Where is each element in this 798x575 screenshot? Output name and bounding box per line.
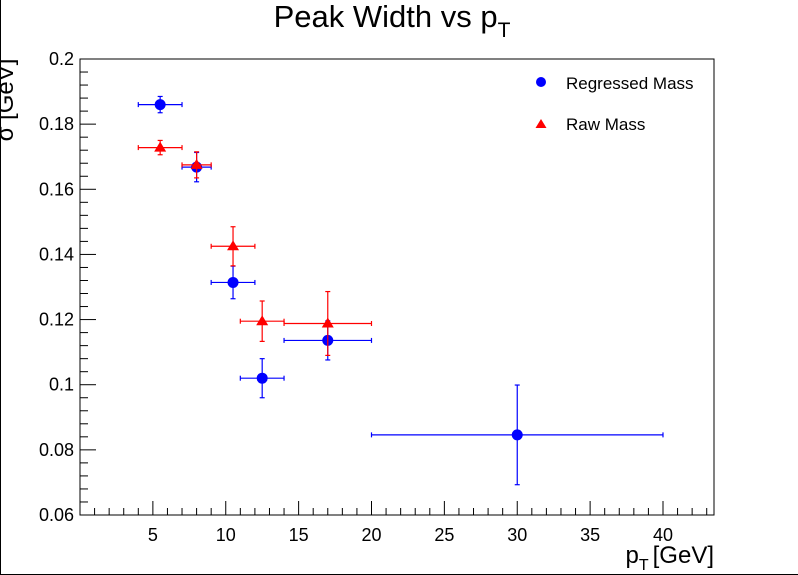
x-tick-label: 30: [507, 525, 527, 545]
x-tick-label: 15: [289, 525, 309, 545]
x-tick-label: 40: [653, 525, 673, 545]
legend: Regressed Mass Raw Mass: [535, 74, 694, 134]
y-axis-ticks: [80, 58, 96, 516]
y-tick-label: 0.1: [49, 375, 74, 395]
data-point-triangle: [227, 240, 240, 251]
x-axis-tick-labels: 5 10 15 20 25 30 35 40: [148, 525, 673, 545]
y-tick-label: 0.06: [39, 505, 74, 525]
x-tick-label: 25: [434, 525, 454, 545]
x-axis-ticks: [94, 501, 708, 515]
x-tick-label: 10: [216, 525, 236, 545]
y-tick-label: 0.2: [49, 49, 74, 69]
y-tick-label: 0.12: [39, 310, 74, 330]
x-axis-label: pT [GeV]: [626, 542, 715, 574]
y-tick-label: 0.08: [39, 440, 74, 460]
chart-title: Peak Width vs pT: [274, 0, 511, 42]
data-point-circle: [511, 429, 523, 441]
legend-label-raw: Raw Mass: [566, 115, 645, 134]
y-tick-label: 0.18: [39, 114, 74, 134]
data-point-circle: [227, 276, 239, 288]
data-point-circle: [256, 372, 268, 384]
data-point-triangle: [256, 315, 269, 326]
legend-label-regressed: Regressed Mass: [566, 74, 694, 93]
series-regressed-mass: [137, 95, 664, 486]
y-tick-label: 0.14: [39, 244, 74, 264]
x-tick-label: 5: [148, 525, 158, 545]
y-axis-label: σ [GeV]: [0, 59, 19, 142]
x-tick-label: 20: [361, 525, 381, 545]
legend-marker-regressed: [536, 77, 546, 87]
data-point-triangle: [154, 141, 167, 152]
series-raw-mass: [137, 139, 373, 356]
data-point-triangle: [190, 158, 203, 169]
plot-frame: [79, 58, 715, 516]
data-point-circle: [154, 99, 166, 111]
data-point-triangle: [321, 317, 334, 328]
legend-marker-raw: [535, 119, 547, 128]
series-layer: [137, 95, 664, 486]
y-axis-tick-labels: 0.06 0.08 0.1 0.12 0.14 0.16 0.18 0.2: [39, 49, 74, 525]
y-tick-label: 0.16: [39, 179, 74, 199]
x-tick-label: 35: [580, 525, 600, 545]
